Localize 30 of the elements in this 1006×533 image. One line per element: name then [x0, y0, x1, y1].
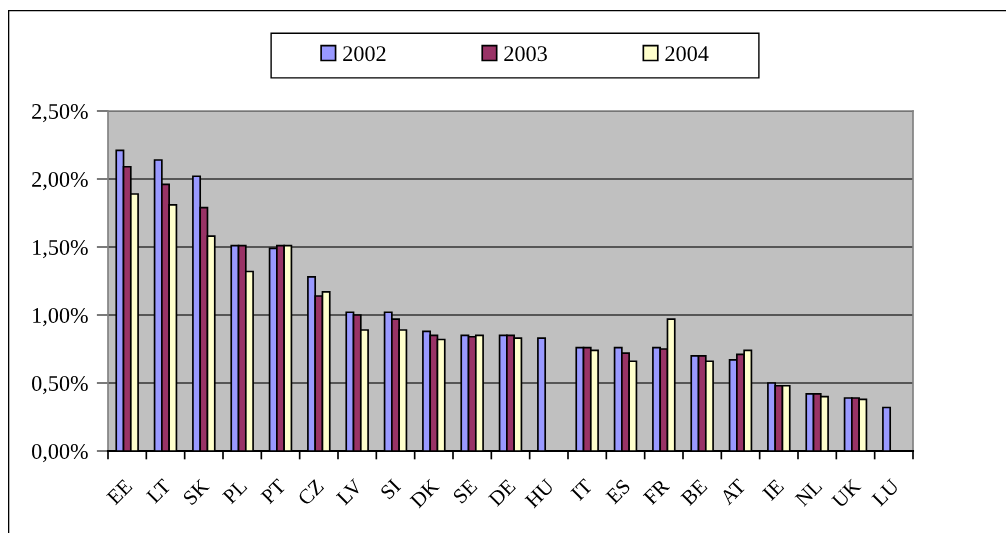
x-tick-label: CZ — [297, 478, 325, 506]
x-tick-label: LT — [145, 478, 172, 504]
legend-label: 2002 — [343, 46, 386, 62]
x-tick-label: PL — [221, 478, 248, 505]
x-tick-label: PT — [260, 478, 287, 505]
x-tick-label: FR — [642, 477, 671, 506]
legend-label: 2003 — [504, 46, 547, 62]
y-tick-label: 2,00% — [32, 171, 88, 191]
x-tick-label: DK — [409, 478, 440, 509]
x-tick-label: DE — [487, 478, 517, 507]
x-tick-label: EE — [106, 478, 133, 506]
x-tick-label: IE — [762, 478, 785, 501]
y-tick-label: 1,00% — [33, 307, 88, 327]
x-tick-label: IT — [570, 478, 594, 501]
x-tick-label: SI — [379, 478, 402, 500]
x-tick-label: UK — [831, 478, 862, 509]
y-tick-label: 2,50% — [32, 103, 88, 123]
x-tick-label: HU — [524, 478, 555, 509]
x-tick-label: SE — [452, 478, 478, 504]
y-tick-label: 0,50% — [32, 375, 88, 395]
x-tick-label: LV — [335, 478, 364, 506]
x-tick-label: LU — [871, 478, 900, 507]
y-tick-label: 0,00% — [32, 443, 88, 463]
y-tick-label: 1,50% — [33, 239, 88, 259]
x-tick-label: ES — [605, 478, 631, 505]
x-tick-label: AT — [719, 478, 747, 506]
x-tick-label: NL — [794, 478, 823, 507]
x-tick-label: SK — [182, 478, 211, 506]
legend-label: 2004 — [665, 46, 709, 62]
x-tick-label: BE — [680, 478, 708, 507]
